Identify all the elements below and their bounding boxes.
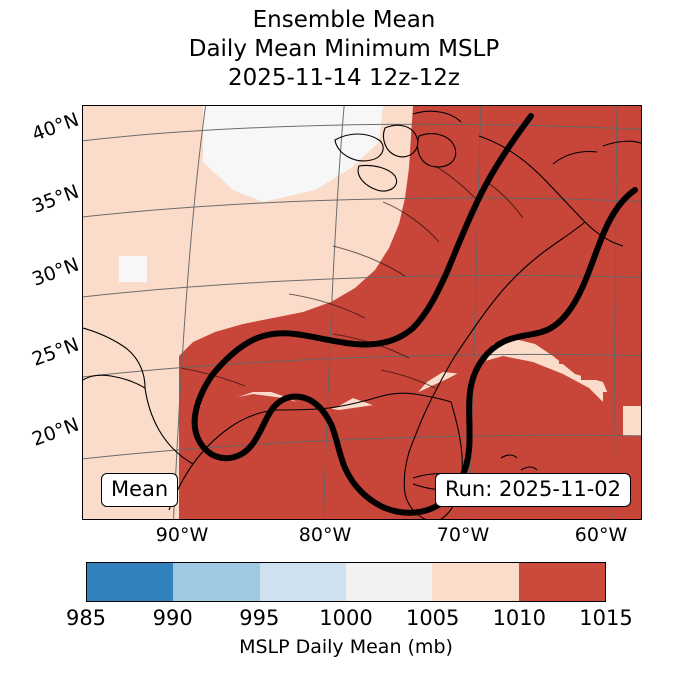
title-line-3: 2025-11-14 12z-12z <box>228 65 460 91</box>
run-label: Run: 2025-11-02 <box>444 477 621 501</box>
colorbar-swatches <box>86 562 606 602</box>
title-line-2: Daily Mean Minimum MSLP <box>188 36 500 62</box>
lon-tick-60W: 60°W <box>574 524 628 546</box>
lat-tick-40N: 40°N <box>29 108 82 146</box>
colorbar-title: MSLP Daily Mean (mb) <box>239 636 453 658</box>
lat-tick-35N: 35°N <box>29 180 82 218</box>
lat-tick-25N: 25°N <box>29 333 82 371</box>
mean-label: Mean <box>111 477 169 501</box>
colorbar-swatch-1010-1015 <box>518 563 605 601</box>
lat-tick-30N: 30°N <box>29 253 82 291</box>
mean-label-box: Mean <box>101 473 179 507</box>
lon-tick-80W: 80°W <box>298 524 352 546</box>
colorbar-tick-990: 990 <box>152 606 193 630</box>
colorbar-tick-1000: 1000 <box>319 606 373 630</box>
run-label-box: Run: 2025-11-02 <box>434 473 631 507</box>
colorbar-swatch-985-990 <box>87 563 174 601</box>
lat-tick-20N: 20°N <box>29 413 82 451</box>
colorbar-swatch-995-1000 <box>259 563 346 601</box>
colorbar-tick-1010: 1010 <box>492 606 547 630</box>
colorbar-tick-1015: 1015 <box>579 606 633 630</box>
map-graphic <box>83 106 641 519</box>
colorbar-tick-985: 985 <box>65 606 107 630</box>
colorbar-tick-995: 995 <box>239 606 280 630</box>
lon-tick-90W: 90°W <box>155 524 209 546</box>
colorbar-swatch-1005-1010 <box>432 563 519 601</box>
colorbar: 985 990 995 1000 1005 1010 1015 MSLP Dai… <box>48 562 644 658</box>
colorbar-swatch-990-995 <box>173 563 260 601</box>
lon-tick-70W: 70°W <box>436 524 490 546</box>
map-canvas: Mean Run: 2025-11-02 <box>82 105 642 520</box>
title-line-1: Ensemble Mean <box>252 7 436 33</box>
colorbar-tick-1005: 1005 <box>405 606 460 630</box>
map-panel: Mean Run: 2025-11-02 <box>82 105 642 520</box>
colorbar-swatch-1000-1005 <box>345 563 433 601</box>
figure-title: Ensemble Mean Daily Mean Minimum MSLP 20… <box>0 6 688 93</box>
